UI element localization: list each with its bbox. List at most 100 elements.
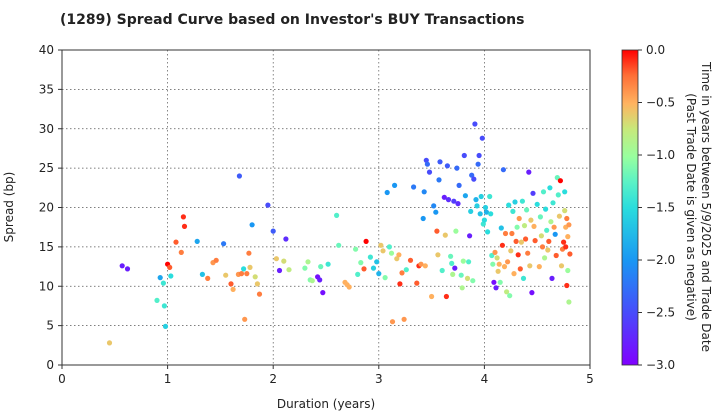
data-point bbox=[246, 250, 252, 256]
data-point bbox=[487, 193, 493, 200]
x-tick-label: 0 bbox=[58, 372, 66, 386]
data-point bbox=[545, 247, 551, 253]
data-point bbox=[540, 189, 547, 195]
data-point bbox=[506, 202, 512, 208]
data-point bbox=[244, 271, 250, 277]
data-point bbox=[474, 203, 480, 209]
data-point bbox=[512, 199, 518, 205]
data-point bbox=[367, 254, 373, 260]
data-point bbox=[241, 266, 247, 272]
colorbar-tick-label: −3.0 bbox=[646, 358, 675, 372]
data-point bbox=[403, 267, 409, 273]
data-point bbox=[361, 266, 367, 272]
data-point bbox=[154, 297, 160, 303]
data-point bbox=[396, 252, 402, 258]
data-point bbox=[320, 290, 326, 296]
data-point bbox=[124, 266, 131, 272]
data-point bbox=[538, 233, 545, 239]
data-point bbox=[464, 275, 471, 281]
data-point bbox=[370, 265, 377, 271]
data-point bbox=[256, 291, 263, 297]
data-point bbox=[483, 209, 490, 215]
data-point bbox=[537, 214, 544, 220]
data-point bbox=[205, 275, 211, 281]
data-point bbox=[199, 271, 205, 277]
data-point bbox=[423, 157, 429, 163]
data-point bbox=[223, 272, 229, 278]
data-point bbox=[386, 244, 392, 250]
data-point bbox=[527, 263, 533, 269]
data-point bbox=[478, 193, 484, 200]
data-point bbox=[550, 200, 556, 206]
data-point bbox=[495, 268, 501, 274]
data-point bbox=[380, 248, 386, 254]
data-point bbox=[561, 239, 567, 245]
gridlines bbox=[61, 49, 591, 366]
data-point bbox=[567, 251, 573, 257]
data-point bbox=[518, 239, 525, 245]
data-point bbox=[479, 135, 485, 141]
data-point bbox=[429, 293, 435, 300]
data-point bbox=[488, 211, 494, 217]
data-point bbox=[521, 223, 528, 229]
data-point bbox=[392, 182, 398, 188]
data-point bbox=[388, 250, 395, 256]
data-point bbox=[515, 252, 521, 258]
colorbar-tick-label: 0.0 bbox=[646, 43, 665, 57]
data-point bbox=[309, 278, 315, 284]
data-point bbox=[305, 259, 311, 265]
data-point bbox=[418, 261, 424, 267]
data-point bbox=[520, 275, 527, 281]
data-point bbox=[542, 255, 548, 261]
x-tick-label: 3 bbox=[375, 372, 383, 386]
data-point bbox=[462, 193, 468, 199]
data-point bbox=[431, 203, 437, 209]
data-point bbox=[494, 255, 500, 261]
data-point bbox=[286, 267, 292, 273]
data-point bbox=[363, 238, 369, 244]
data-point bbox=[562, 189, 568, 195]
data-point bbox=[436, 177, 442, 183]
data-point bbox=[194, 238, 200, 244]
data-point bbox=[407, 257, 414, 263]
data-point bbox=[181, 223, 188, 229]
data-point bbox=[106, 340, 113, 346]
data-point bbox=[433, 209, 439, 215]
data-point bbox=[346, 284, 352, 290]
data-point bbox=[461, 152, 467, 159]
data-point bbox=[528, 217, 534, 223]
data-point bbox=[411, 184, 417, 190]
data-point bbox=[539, 244, 546, 250]
data-point bbox=[529, 290, 535, 296]
data-point bbox=[546, 238, 552, 244]
data-point bbox=[557, 178, 564, 184]
data-point bbox=[353, 246, 359, 252]
data-point bbox=[453, 228, 459, 234]
data-point bbox=[490, 261, 496, 267]
y-tick-label: 20 bbox=[39, 201, 54, 215]
data-point bbox=[473, 197, 479, 203]
data-point bbox=[178, 249, 184, 255]
chart-title: (1289) Spread Curve based on Investor's … bbox=[60, 12, 524, 28]
colorbar-tick-label: −0.5 bbox=[646, 96, 675, 110]
data-point bbox=[498, 225, 504, 231]
colorbar-tick-label: −1.5 bbox=[646, 201, 675, 215]
data-point bbox=[451, 198, 457, 204]
data-point bbox=[439, 267, 445, 274]
data-point bbox=[302, 265, 308, 271]
y-tick-label: 30 bbox=[39, 122, 54, 136]
data-point bbox=[500, 167, 506, 173]
data-point bbox=[382, 275, 388, 281]
data-point bbox=[276, 267, 283, 274]
data-point bbox=[334, 212, 340, 218]
data-point bbox=[526, 169, 532, 175]
data-point bbox=[499, 242, 505, 248]
data-point bbox=[435, 252, 441, 258]
data-point bbox=[556, 213, 563, 219]
x-tick-label: 1 bbox=[164, 372, 172, 386]
data-point bbox=[180, 214, 186, 220]
data-point bbox=[523, 236, 529, 242]
data-point bbox=[497, 279, 503, 285]
data-point bbox=[469, 172, 475, 178]
data-point bbox=[508, 248, 514, 254]
